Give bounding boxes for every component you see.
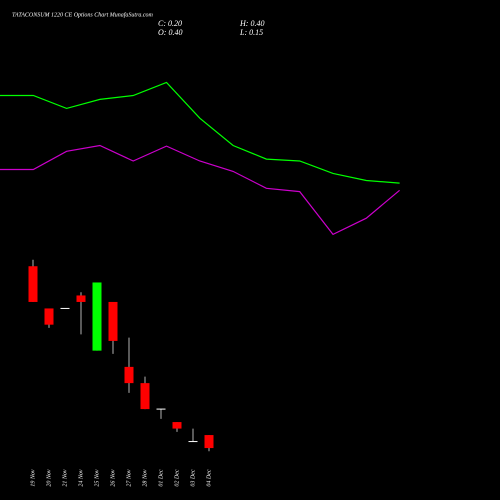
x-tick-label: 26 Nov [110,469,116,487]
indicator-line [0,144,400,236]
candle-body [60,307,70,309]
x-tick-label: 03 Dec [190,469,196,486]
candle-body [92,282,102,351]
x-tick-label: 01 Dec [158,469,164,486]
x-tick-label: 19 Nov [30,469,36,487]
chart-title: TATACONSUM 1220 CE Options Chart MunafaS… [12,11,154,18]
x-tick-label: 20 Nov [46,469,52,487]
indicator-line [0,81,400,184]
candle-body [44,308,54,325]
candle-body [28,266,38,302]
x-tick-label: 24 Nov [77,469,84,487]
candle-body [140,383,150,410]
ohlc-high: H: 0.40 [239,19,264,28]
x-tick-label: 21 Nov [62,469,68,487]
ohlc-close: C: 0.20 [158,19,182,28]
candle-body [188,441,198,443]
candle-body [156,408,166,410]
candle-body [172,422,182,429]
candle-body [204,435,214,449]
candle-body [124,366,134,384]
x-tick-label: 25 Nov [94,469,100,487]
ohlc-open: O: 0.40 [158,28,182,37]
x-tick-label: 02 Dec [174,469,180,486]
ohlc-low: L: 0.15 [239,28,263,37]
x-tick-label: 28 Nov [142,469,148,487]
x-tick-label: 27 Nov [126,469,132,487]
x-tick-label: 04 Dec [205,469,212,486]
candle-body [76,295,86,302]
candle-body [108,301,118,341]
